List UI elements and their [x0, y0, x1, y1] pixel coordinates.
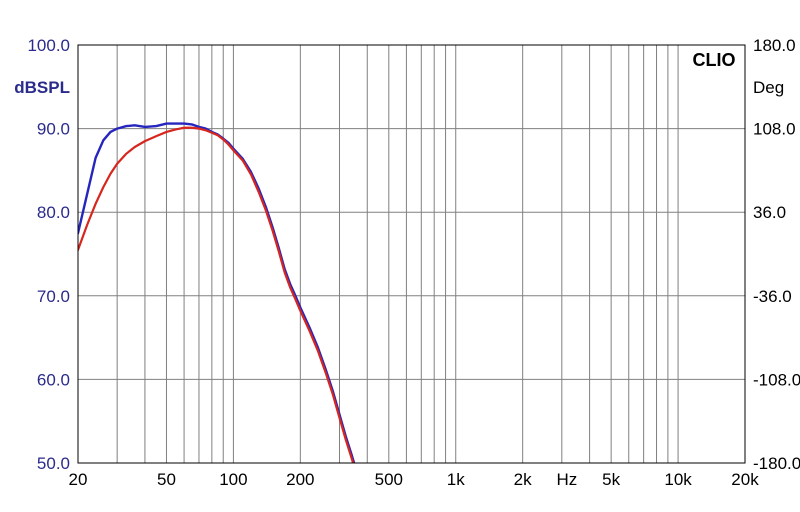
x-tick-label: 2k [514, 470, 532, 489]
y-left-tick-label: 90.0 [37, 120, 70, 139]
y-right-tick-label: -36.0 [753, 287, 792, 306]
y-left-tick-label: 50.0 [37, 454, 70, 473]
x-tick-label: 50 [157, 470, 176, 489]
y-left-tick-label: 60.0 [37, 370, 70, 389]
y-right-tick-label: 36.0 [753, 203, 786, 222]
y-right-tick-label: 180.0 [753, 36, 796, 55]
x-tick-label: 20 [69, 470, 88, 489]
frequency-response-chart: 20501002005001k2k5k10k20kHz50.060.070.08… [0, 0, 800, 512]
x-tick-label: 10k [664, 470, 692, 489]
x-tick-label: 500 [375, 470, 403, 489]
y-right-axis-unit: Deg [753, 78, 784, 97]
y-right-tick-label: -108.0 [753, 370, 800, 389]
x-axis-unit: Hz [557, 470, 578, 489]
y-left-tick-label: 70.0 [37, 287, 70, 306]
x-tick-label: 1k [447, 470, 465, 489]
y-right-tick-label: -180.0 [753, 454, 800, 473]
y-right-tick-label: 108.0 [753, 120, 796, 139]
brand-label: CLIO [693, 50, 736, 70]
y-left-tick-label: 80.0 [37, 203, 70, 222]
x-tick-label: 100 [219, 470, 247, 489]
x-tick-label: 200 [286, 470, 314, 489]
y-left-axis-unit: dBSPL [14, 78, 70, 97]
x-tick-label: 5k [602, 470, 620, 489]
y-left-tick-label: 100.0 [27, 36, 70, 55]
